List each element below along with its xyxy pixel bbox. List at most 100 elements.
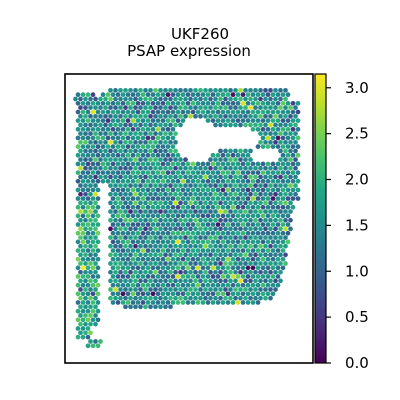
expression-spot: [135, 230, 141, 236]
expression-spot: [213, 191, 218, 197]
expression-spot: [128, 209, 133, 214]
expression-spot: [180, 256, 186, 262]
expression-spot: [208, 200, 213, 206]
expression-spot: [125, 126, 131, 132]
expression-spot: [255, 274, 261, 279]
expression-spot: [255, 187, 261, 193]
expression-spot: [253, 278, 258, 284]
expression-spot: [98, 148, 103, 154]
expression-spot: [268, 243, 273, 249]
expression-spot: [78, 235, 83, 240]
expression-spot: [200, 230, 206, 236]
expression-spot: [113, 139, 118, 145]
expression-spot: [253, 96, 258, 102]
expression-spot: [128, 235, 133, 240]
expression-spot: [170, 161, 176, 167]
expression-spot: [273, 243, 278, 249]
expression-spot: [185, 300, 191, 305]
expression-spot: [83, 243, 88, 249]
expression-spot: [268, 139, 273, 145]
expression-spot: [173, 243, 178, 249]
expression-spot: [245, 291, 251, 297]
expression-spot: [263, 96, 268, 102]
expression-spot: [210, 282, 216, 288]
expression-spot: [168, 209, 173, 214]
expression-spot: [140, 92, 146, 98]
expression-spot: [78, 217, 83, 223]
expression-spot: [143, 261, 148, 266]
expression-spot: [183, 183, 188, 188]
expression-spot: [75, 109, 81, 115]
expression-spot: [170, 152, 176, 158]
expression-spot: [88, 96, 93, 102]
expression-spot: [188, 252, 193, 258]
expression-spot: [80, 213, 86, 219]
expression-spot: [225, 170, 231, 175]
expression-spot: [118, 148, 123, 154]
expression-spot: [233, 87, 238, 93]
expression-spot: [85, 308, 91, 314]
expression-spot: [275, 213, 281, 219]
expression-spot: [78, 165, 83, 171]
expression-spot: [205, 222, 211, 227]
expression-spot: [255, 161, 261, 167]
expression-spot: [118, 209, 123, 214]
expression-spot: [150, 230, 156, 236]
expression-spot: [95, 265, 101, 271]
expression-spot: [218, 113, 223, 119]
expression-spot: [263, 200, 268, 206]
expression-spot: [138, 269, 143, 275]
expression-spot: [243, 191, 248, 197]
expression-spot: [98, 96, 103, 102]
expression-spot: [163, 235, 168, 240]
expression-spot: [95, 317, 101, 323]
expression-spot: [288, 122, 293, 128]
expression-spot: [178, 278, 183, 284]
expression-spot: [278, 183, 283, 188]
expression-spot: [245, 170, 251, 175]
expression-spot: [145, 92, 151, 98]
expression-spot: [273, 139, 278, 145]
expression-spot: [283, 174, 288, 180]
expression-spot: [88, 165, 93, 171]
expression-spot: [90, 256, 96, 262]
expression-spot: [75, 144, 81, 149]
expression-spot: [288, 113, 293, 119]
expression-spot: [215, 152, 221, 158]
expression-spot: [158, 122, 163, 128]
expression-spot: [293, 122, 298, 128]
expression-spot: [85, 265, 91, 271]
expression-spot: [138, 105, 143, 110]
expression-spot: [278, 269, 283, 275]
expression-spot: [265, 204, 271, 210]
expression-spot: [193, 200, 198, 206]
expression-spot: [115, 300, 121, 305]
expression-spot: [90, 274, 96, 279]
expression-spot: [125, 282, 131, 288]
expression-spot: [243, 174, 248, 180]
expression-spot: [275, 274, 281, 279]
expression-spot: [90, 196, 96, 201]
expression-spot: [288, 217, 293, 223]
expression-spot: [228, 278, 233, 284]
expression-spot: [183, 243, 188, 249]
expression-spot: [255, 222, 261, 227]
expression-spot: [95, 248, 101, 253]
expression-spot: [295, 161, 301, 167]
expression-spot: [258, 165, 263, 171]
expression-spot: [120, 109, 126, 115]
expression-spot: [153, 157, 158, 162]
expression-spot: [233, 209, 238, 214]
expression-spot: [290, 170, 296, 175]
expression-spot: [125, 213, 131, 219]
expression-spot: [175, 248, 181, 253]
expression-spot: [93, 200, 98, 206]
expression-spot: [120, 178, 126, 184]
expression-spot: [228, 165, 233, 171]
expression-spot: [268, 131, 273, 136]
expression-spot: [93, 157, 98, 162]
expression-spot: [123, 209, 128, 214]
expression-spot: [123, 278, 128, 284]
expression-spot: [75, 135, 81, 141]
expression-spot: [153, 113, 158, 119]
